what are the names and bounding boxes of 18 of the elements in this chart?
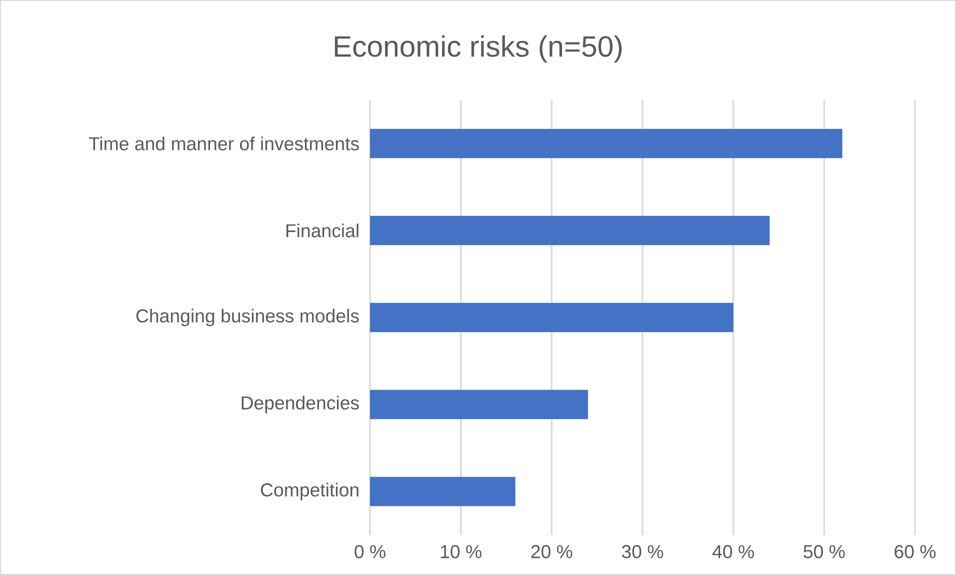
x-tick-label: 10 % [440,545,482,558]
x-tick-label: 20 % [531,545,572,558]
y-tick-label: Dependencies [242,396,359,414]
x-tick-label: 40 % [712,545,754,558]
bar [370,128,842,158]
bar [370,390,588,420]
y-tick-label: Changing business models [136,308,359,326]
y-tick-label: Competition [260,482,358,500]
bar [370,302,734,332]
bar [370,216,770,246]
x-tick-label: 30 % [622,545,664,558]
y-tick-label: Financial [286,224,358,238]
chart-title: Economic risks (n=50) [334,35,622,63]
x-tick-label: 50 % [804,545,845,558]
bar [370,476,516,506]
x-tick-label: 60 % [894,545,936,558]
y-tick-label: Time and manner of investments [88,136,359,150]
x-tick-label: 0 % [354,545,386,558]
